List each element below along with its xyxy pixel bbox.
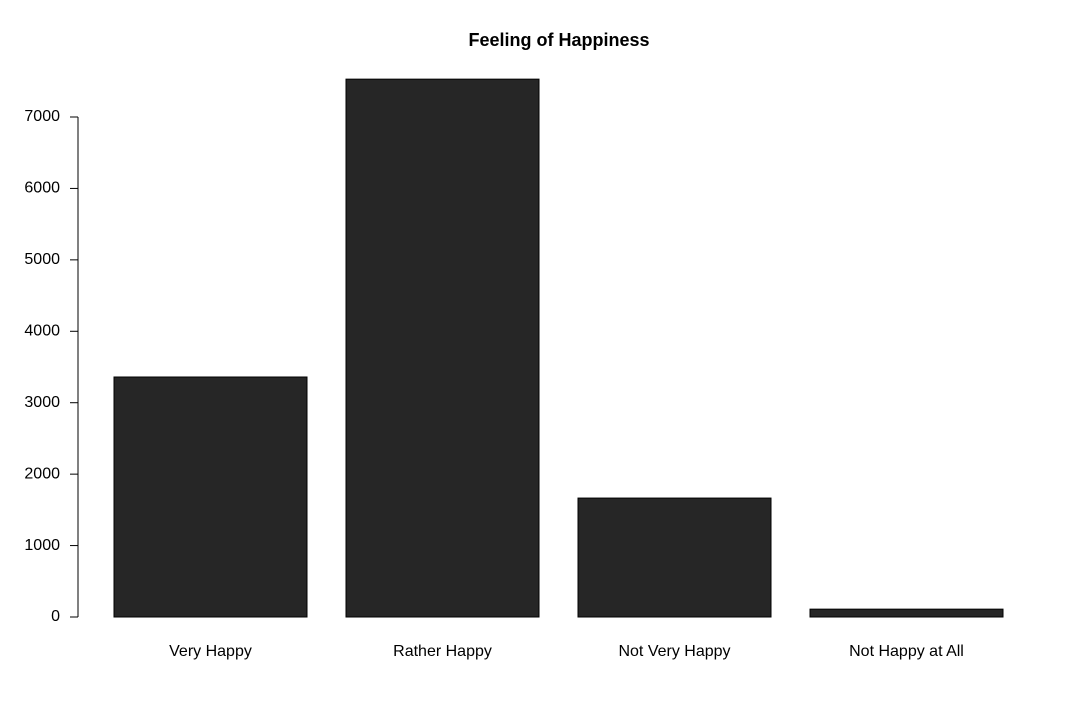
bar — [809, 608, 1004, 618]
chart-title: Feeling of Happiness — [468, 30, 649, 50]
x-tick-label: Not Happy at All — [849, 643, 964, 660]
y-tick-label: 0 — [51, 608, 60, 625]
y-tick-label: 7000 — [24, 108, 60, 125]
y-tick-label: 6000 — [24, 180, 60, 197]
x-tick-label: Not Very Happy — [618, 643, 730, 660]
y-tick-label: 4000 — [24, 323, 60, 340]
x-tick-label: Rather Happy — [393, 643, 492, 660]
y-tick-label: 1000 — [24, 537, 60, 554]
y-tick-label: 2000 — [24, 465, 60, 482]
bar — [345, 78, 540, 618]
y-tick-label: 3000 — [24, 394, 60, 411]
x-tick-label: Very Happy — [169, 643, 252, 660]
bar — [577, 497, 772, 618]
y-tick-label: 5000 — [24, 251, 60, 268]
bar — [113, 376, 308, 618]
